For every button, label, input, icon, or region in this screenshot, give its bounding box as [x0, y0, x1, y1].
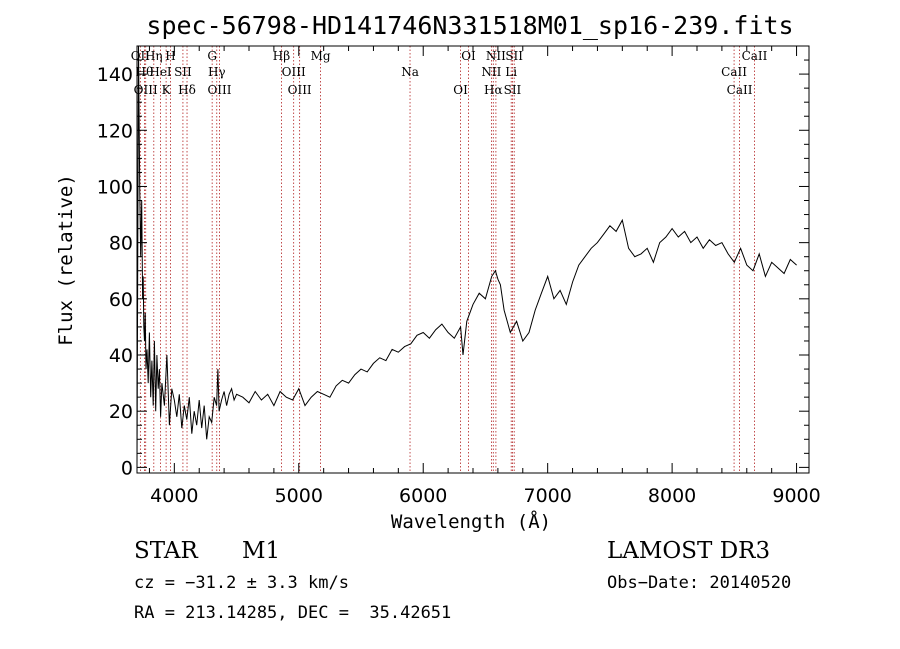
x-tick-label: 6000: [399, 485, 447, 507]
line-marker-label: K: [162, 83, 172, 97]
line-marker-label: Hγ: [208, 65, 226, 79]
line-marker-label: NII: [486, 49, 506, 63]
coordinates: RA = 213.14285, DEC = 35.42651: [134, 603, 452, 623]
line-marker-label: OII: [131, 49, 151, 63]
y-tick-label: 120: [97, 120, 133, 142]
plot-frame: [136, 45, 810, 474]
line-marker-label: H: [165, 49, 175, 63]
line-marker-label: OIII: [282, 65, 306, 79]
x-axis-label: Wavelength (Å): [391, 510, 551, 533]
line-marker-label: OI: [461, 49, 476, 63]
x-axis: 4000 5000 6000 7000 8000 9000: [148, 46, 821, 507]
x-tick-label: 4000: [150, 485, 198, 507]
line-marker-label: Hδ: [178, 83, 196, 97]
y-axis-label: Flux (relative): [55, 174, 77, 346]
line-marker-label: OIII: [207, 83, 231, 97]
line-marker-label: Hα: [484, 83, 503, 97]
line-marker-label: Hη: [145, 49, 163, 63]
line-marker-label: Li: [505, 65, 517, 79]
redshift-info: cz = −31.2 ± 3.3 km/s: [134, 573, 349, 593]
line-marker-label: HeI: [149, 65, 172, 79]
y-tick-label: 20: [109, 401, 133, 423]
y-tick-label: 80: [109, 233, 133, 255]
line-marker-label: OIII: [134, 83, 158, 97]
object-subclass: M1: [242, 538, 281, 564]
line-marker-label: Na: [401, 65, 419, 79]
y-tick-label: 100: [97, 176, 133, 198]
y-tick-label: 0: [121, 457, 133, 479]
line-labels: OII Hθ OIII Hη HeI K H SII Hδ G Hγ OIII Hβ OIII OIII Mg…: [131, 49, 768, 97]
line-marker-label: OI: [453, 83, 468, 97]
line-marker-label: SII: [504, 83, 522, 97]
line-marker-label: Hθ: [136, 65, 154, 79]
line-marker-label: OIII: [288, 83, 312, 97]
line-marker-label: NII: [481, 65, 501, 79]
line-marker-label: Hβ: [273, 49, 290, 63]
line-marker-label: CaII: [727, 83, 753, 97]
line-marker-label: CaII: [742, 49, 768, 63]
line-markers: [139, 46, 755, 473]
line-marker-label: Mg: [311, 49, 331, 63]
x-tick-label: 7000: [523, 485, 571, 507]
line-marker-label: G: [207, 49, 217, 63]
object-class: STAR: [134, 538, 198, 564]
survey-name: LAMOST DR3: [607, 538, 771, 564]
y-tick-label: 40: [109, 345, 133, 367]
y-tick-label: 60: [109, 289, 133, 311]
line-marker-label: SII: [174, 65, 192, 79]
y-axis: 0 20 40 60 80 100 120 140: [97, 59, 809, 479]
x-tick-label: 5000: [275, 485, 323, 507]
observation-date: Obs−Date: 20140520: [607, 573, 792, 593]
y-tick-label: 140: [97, 64, 133, 86]
x-tick-label: 9000: [772, 485, 820, 507]
line-marker-label: SII: [505, 49, 523, 63]
line-marker-label: CaII: [721, 65, 747, 79]
x-tick-label: 8000: [648, 485, 696, 507]
spectrum-line: [136, 45, 797, 468]
chart-title: spec-56798-HD141746N331518M01_sp16-239.f…: [146, 11, 793, 40]
